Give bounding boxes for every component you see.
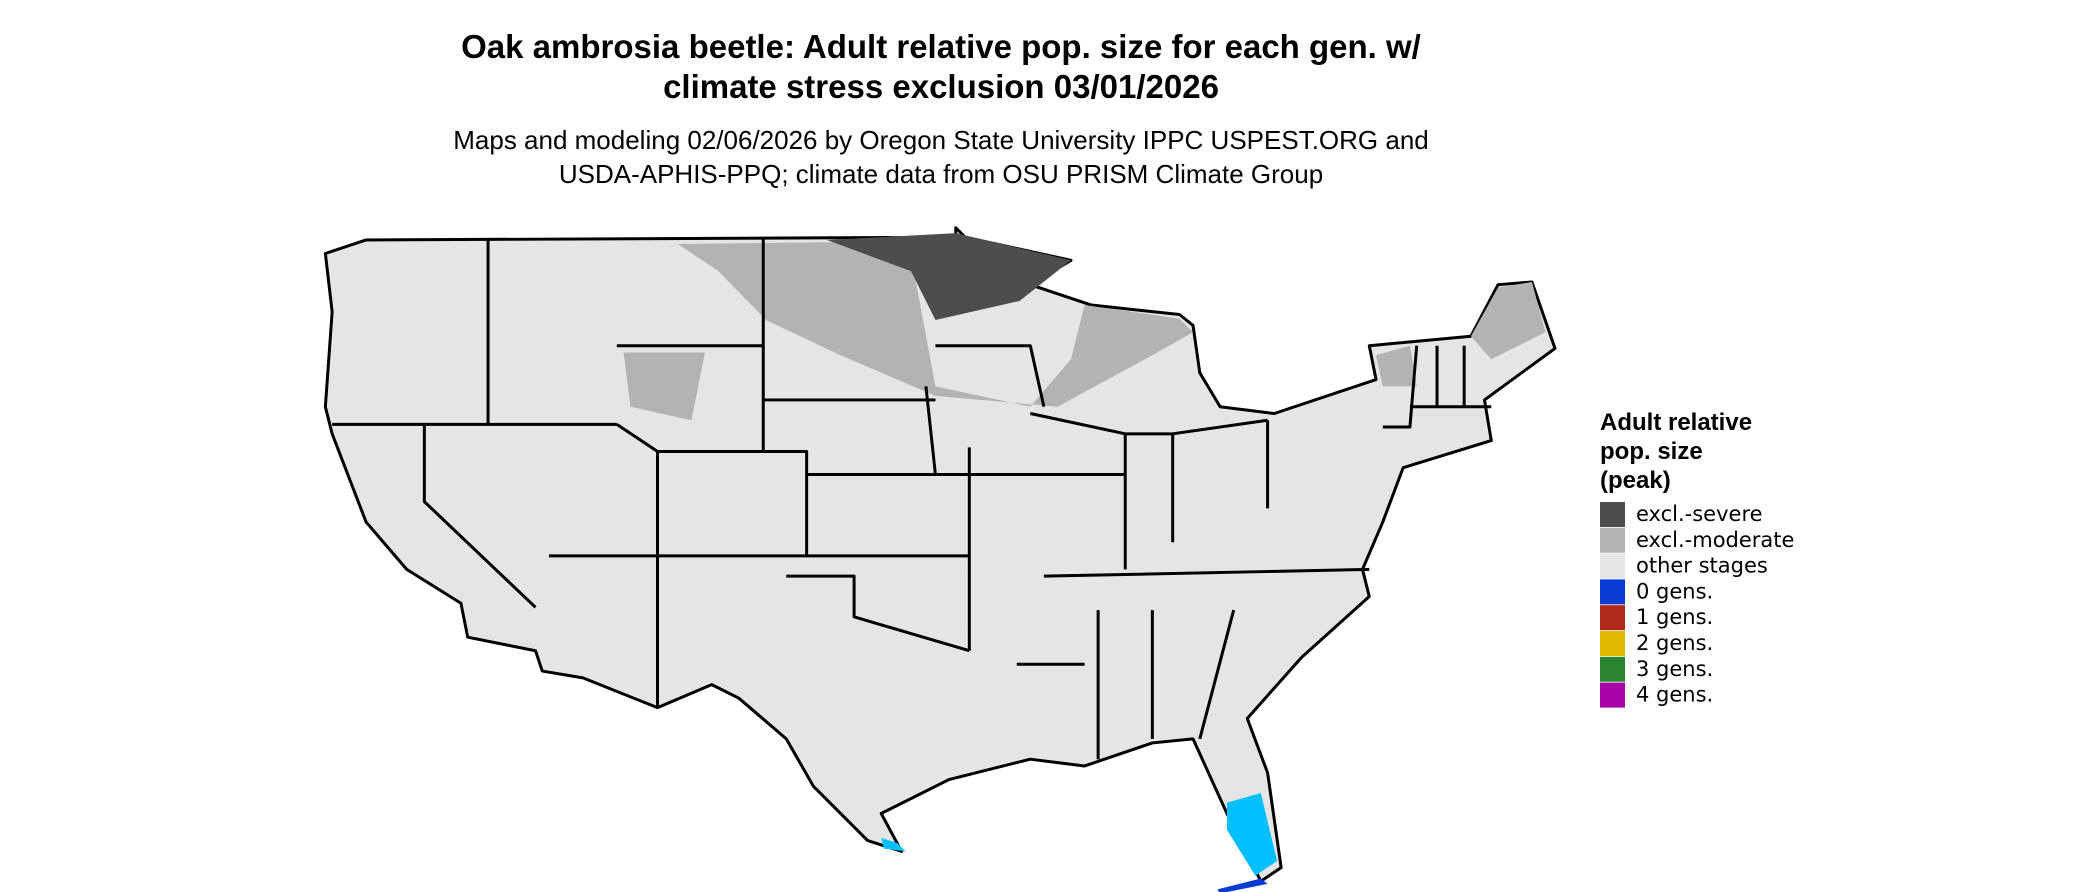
legend-label: 2 gens. — [1636, 631, 1713, 655]
legend-title: (peak) — [1600, 467, 1671, 494]
state-lines — [332, 237, 1492, 760]
legend-label: 1 gens. — [1636, 605, 1713, 629]
subtitle-line: Maps and modeling 02/06/2026 by Oregon S… — [453, 125, 1429, 155]
legend-swatch — [1600, 553, 1625, 579]
moderate-region — [677, 241, 1194, 407]
legend-swatch — [1600, 682, 1625, 708]
legend-label: other stages — [1636, 554, 1768, 578]
legend-label: 4 gens. — [1636, 683, 1713, 707]
legend-swatch — [1600, 527, 1625, 553]
legend-label: excl.-severe — [1636, 502, 1763, 526]
legend-swatch — [1600, 631, 1625, 656]
zero-gen-region — [881, 793, 1278, 876]
legend-title: Adult relative — [1600, 409, 1752, 436]
subtitle-line: USDA-APHIS-PPQ; climate data from OSU PR… — [559, 159, 1323, 189]
legend-label: 0 gens. — [1636, 579, 1713, 603]
legend-swatch — [1600, 605, 1625, 631]
legend-title: pop. size — [1600, 438, 1703, 465]
title-line: climate stress exclusion 03/01/2026 — [663, 68, 1219, 105]
legend-label: 3 gens. — [1636, 657, 1713, 681]
legend-swatch — [1600, 656, 1625, 682]
legend-label: excl.-moderate — [1636, 528, 1794, 552]
severe-region — [826, 233, 1072, 320]
legend: Adult relative pop. size (peak) excl.-se… — [1600, 409, 1794, 708]
legend-swatch — [1600, 579, 1625, 605]
zero-gen-region — [1217, 878, 1268, 892]
title-line: Oak ambrosia beetle: Adult relative pop.… — [461, 28, 1421, 65]
legend-swatch — [1600, 502, 1625, 527]
us-map — [323, 226, 1557, 892]
